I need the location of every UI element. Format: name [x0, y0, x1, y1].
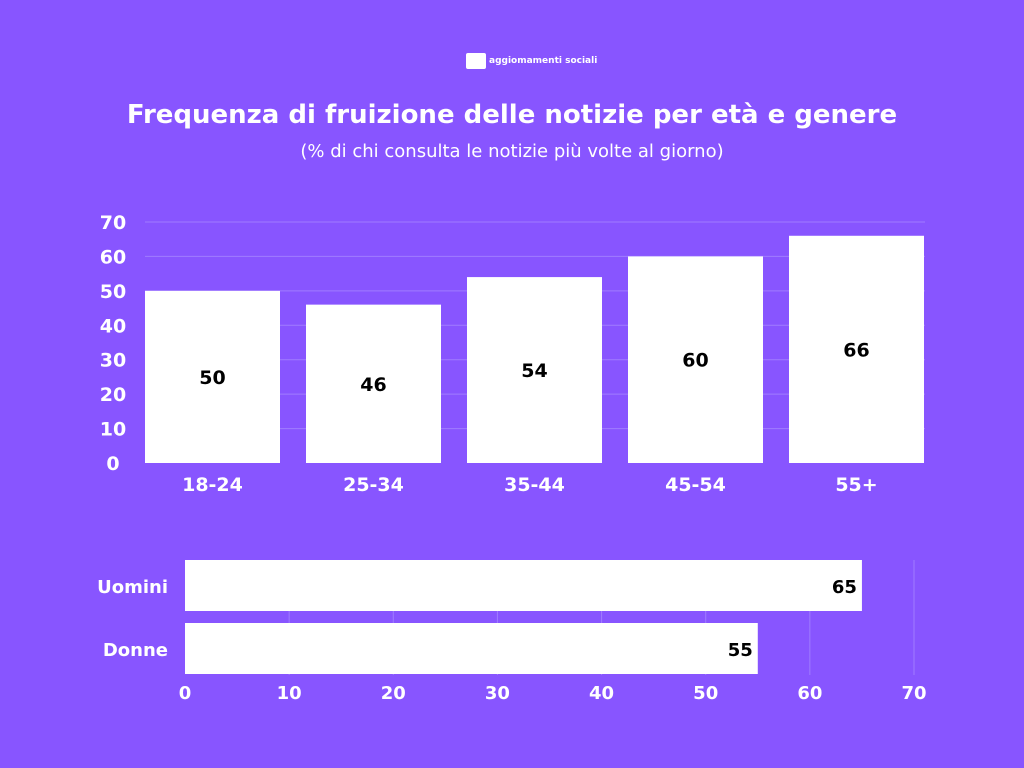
- data-label: 54: [521, 360, 547, 382]
- chart-subtitle: (% di chi consulta le notizie più volte …: [300, 141, 724, 162]
- x-tick-label: 25-34: [343, 474, 404, 496]
- bar: [185, 623, 758, 674]
- y-tick-label: 70: [100, 212, 126, 234]
- x-tick-label: 35-44: [504, 474, 565, 496]
- chart-title: Frequenza di fruizione delle notizie per…: [126, 100, 898, 130]
- x-tick-label: 18-24: [182, 474, 243, 496]
- y-tick-label: Donne: [103, 640, 168, 661]
- data-label: 60: [682, 350, 708, 372]
- bar: [306, 304, 441, 463]
- y-tick-label: 10: [100, 419, 126, 441]
- y-tick-label: 40: [100, 315, 126, 337]
- data-label: 50: [199, 367, 225, 389]
- x-tick-label: 40: [589, 683, 614, 704]
- y-tick-label: 60: [100, 246, 126, 268]
- y-tick-label: Uomini: [97, 577, 168, 598]
- data-label: 65: [832, 577, 857, 598]
- x-tick-label: 60: [797, 683, 822, 704]
- logo-text: aggiomamenti sociali: [489, 55, 598, 66]
- x-tick-label: 30: [485, 683, 510, 704]
- y-tick-label: 20: [100, 384, 126, 406]
- bar: [185, 560, 862, 611]
- x-tick-label: 55+: [835, 474, 877, 496]
- x-tick-label: 10: [277, 683, 302, 704]
- x-tick-label: 70: [901, 683, 926, 704]
- data-label: 46: [360, 374, 386, 396]
- x-tick-label: 45-54: [665, 474, 726, 496]
- y-tick-label: 30: [100, 350, 126, 372]
- x-tick-label: 50: [693, 683, 718, 704]
- logo: aggiomamenti sociali: [466, 53, 597, 69]
- x-tick-label: 20: [381, 683, 406, 704]
- data-label: 55: [728, 640, 753, 661]
- bar: [789, 235, 924, 463]
- bar: [145, 290, 280, 463]
- y-tick-label: 50: [100, 281, 126, 303]
- logo-mark-icon: [466, 53, 486, 69]
- bar: [628, 256, 763, 463]
- data-label: 66: [843, 339, 869, 361]
- y-tick-label: 0: [106, 453, 119, 475]
- x-tick-label: 0: [179, 683, 192, 704]
- bar: [467, 277, 602, 463]
